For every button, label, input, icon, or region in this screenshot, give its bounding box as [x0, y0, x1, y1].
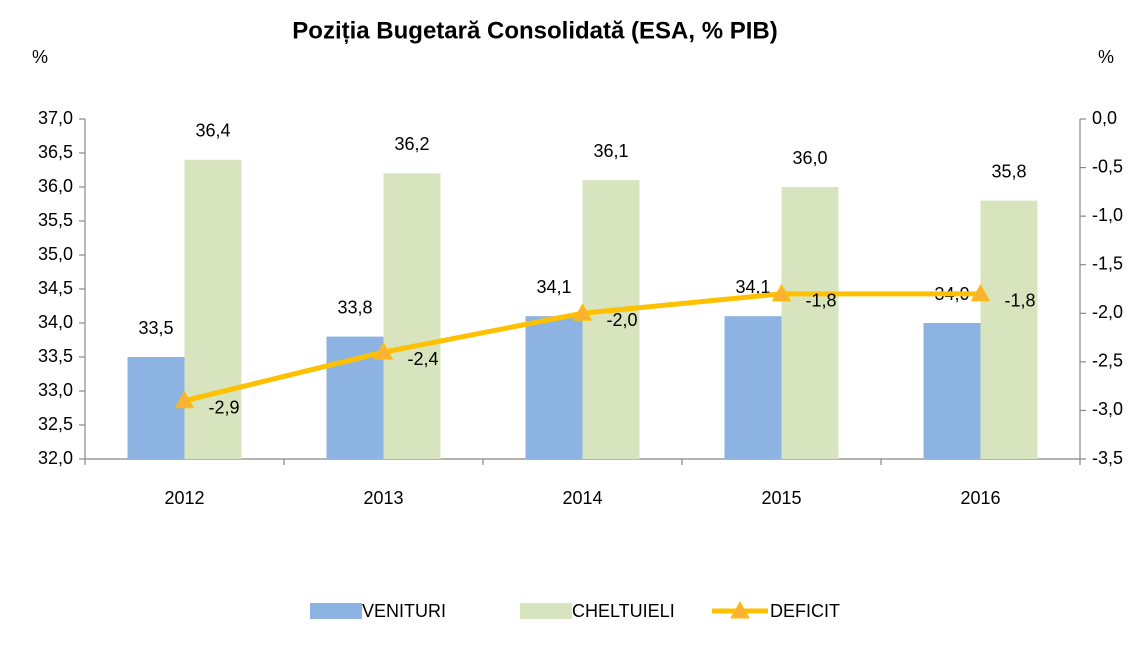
y-tick-label: 33,5 — [38, 346, 73, 366]
bar — [525, 316, 583, 459]
y-tick-label: 37,0 — [38, 108, 73, 128]
bar-value-label: 34,1 — [735, 277, 770, 297]
bar-value-label: 36,4 — [195, 121, 230, 141]
y-tick-label: 32,5 — [38, 414, 73, 434]
y-tick-label: 32,0 — [38, 448, 73, 468]
y-tick-label: 36,5 — [38, 142, 73, 162]
bar-value-label: 33,5 — [138, 318, 173, 338]
y2-tick-label: -0,5 — [1092, 156, 1123, 176]
y-tick-label: 33,0 — [38, 380, 73, 400]
y-tick-label: 35,0 — [38, 244, 73, 264]
line-marker — [771, 283, 792, 302]
x-tick-label: 2012 — [164, 488, 204, 508]
y2-tick-label: -1,5 — [1092, 253, 1123, 273]
legend-label: VENITURI — [362, 601, 446, 621]
y2-tick-label: -3,5 — [1092, 448, 1123, 468]
line-marker — [572, 303, 593, 321]
y-tick-label: 34,5 — [38, 278, 73, 298]
line-marker — [373, 342, 394, 360]
y2-tick-label: -2,0 — [1092, 302, 1123, 322]
y-axis-label: % — [32, 47, 48, 67]
y2-axis-label: % — [1098, 47, 1114, 67]
bar-value-label: 34,1 — [536, 277, 571, 297]
line-value-label: -2,0 — [607, 310, 638, 330]
y-tick-label: 35,5 — [38, 210, 73, 230]
y2-tick-label: -2,5 — [1092, 351, 1123, 371]
line-value-label: -1,8 — [1005, 291, 1036, 311]
bar-value-label: 35,8 — [991, 161, 1026, 181]
bar — [724, 316, 782, 459]
bar-value-label: 36,1 — [593, 141, 628, 161]
x-tick-label: 2014 — [562, 488, 602, 508]
line-marker — [174, 390, 195, 409]
x-tick-label: 2015 — [761, 488, 801, 508]
bar-value-label: 36,2 — [394, 134, 429, 154]
legend-label: CHELTUIELI — [572, 601, 675, 621]
bar — [980, 200, 1038, 459]
x-tick-label: 2013 — [363, 488, 403, 508]
bar — [383, 173, 441, 459]
line-value-label: -1,8 — [806, 291, 837, 311]
bar-value-label: 36,0 — [792, 148, 827, 168]
legend-swatch — [310, 603, 362, 619]
y-tick-label: 36,0 — [38, 176, 73, 196]
line-marker — [970, 283, 991, 302]
x-tick-label: 2016 — [960, 488, 1000, 508]
line-value-label: -2,9 — [209, 397, 240, 417]
bar — [923, 323, 981, 459]
bar — [184, 159, 242, 460]
legend-swatch — [520, 603, 572, 619]
bar — [582, 180, 640, 459]
y2-tick-label: -1,0 — [1092, 205, 1123, 225]
y2-tick-label: 0,0 — [1092, 108, 1117, 128]
y-tick-label: 34,0 — [38, 312, 73, 332]
bar-value-label: 33,8 — [337, 297, 372, 317]
y2-tick-label: -3,0 — [1092, 399, 1123, 419]
bar — [781, 187, 839, 459]
legend-marker — [730, 600, 750, 619]
line-value-label: -2,4 — [408, 349, 439, 369]
legend-label: DEFICIT — [770, 601, 840, 621]
chart-title: Poziția Bugetară Consolidată (ESA, % PIB… — [292, 17, 777, 44]
